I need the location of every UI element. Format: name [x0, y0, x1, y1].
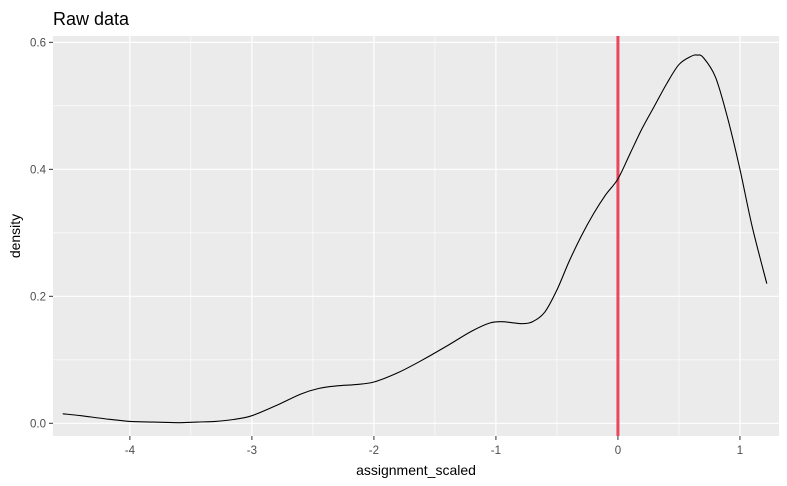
y-tick-label: 0.4	[30, 164, 47, 176]
x-axis-title: assignment_scaled	[356, 462, 476, 478]
y-tick-label: 0.0	[30, 418, 46, 430]
minor-gridlines	[53, 36, 779, 436]
y-tick-label: 0.2	[30, 291, 46, 303]
y-tick-label: 0.6	[30, 37, 46, 49]
x-tick-label: -2	[369, 445, 379, 457]
x-tick-label: 1	[737, 445, 743, 457]
x-tick-label: 0	[615, 445, 621, 457]
density-curve	[62, 54, 768, 424]
x-axis-ticks: -4 -3 -2 -1 0 1	[125, 436, 743, 457]
x-tick-label: -4	[125, 445, 136, 457]
x-tick-label: -1	[491, 445, 501, 457]
series-layer	[62, 54, 768, 424]
plot-panel	[53, 36, 779, 436]
y-axis-title: density	[7, 214, 23, 258]
chart-title: Raw data	[53, 9, 130, 29]
x-tick-label: -3	[247, 445, 257, 457]
y-axis-ticks: 0.0 0.2 0.4 0.6	[30, 37, 53, 430]
